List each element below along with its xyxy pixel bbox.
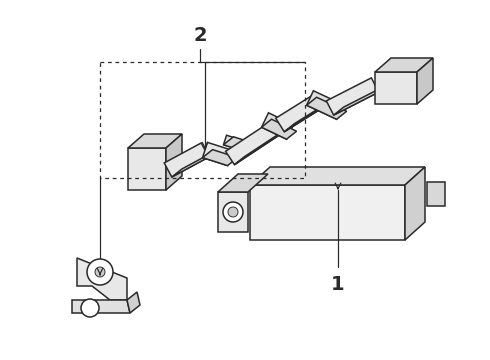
Polygon shape — [326, 78, 379, 115]
Polygon shape — [375, 72, 417, 104]
Polygon shape — [202, 143, 232, 166]
Polygon shape — [128, 148, 166, 190]
Polygon shape — [128, 134, 182, 148]
Circle shape — [228, 207, 238, 217]
Polygon shape — [223, 135, 251, 153]
Polygon shape — [77, 258, 127, 300]
Polygon shape — [262, 119, 296, 139]
Polygon shape — [218, 174, 268, 192]
Polygon shape — [127, 292, 140, 313]
Polygon shape — [276, 93, 324, 132]
Text: 1: 1 — [331, 275, 345, 294]
Polygon shape — [250, 167, 425, 185]
Polygon shape — [307, 91, 343, 119]
Polygon shape — [164, 143, 209, 177]
Polygon shape — [307, 97, 346, 119]
Polygon shape — [202, 150, 238, 166]
Polygon shape — [334, 84, 389, 115]
Circle shape — [223, 202, 243, 222]
Polygon shape — [405, 167, 425, 240]
Polygon shape — [427, 182, 445, 206]
Polygon shape — [234, 124, 294, 165]
Polygon shape — [375, 58, 433, 72]
Polygon shape — [172, 149, 219, 177]
Text: 2: 2 — [193, 26, 207, 45]
Circle shape — [81, 299, 99, 317]
Bar — [100, 62, 305, 178]
Circle shape — [95, 267, 105, 277]
Polygon shape — [284, 99, 334, 132]
Polygon shape — [250, 185, 405, 240]
Polygon shape — [417, 58, 433, 104]
Polygon shape — [166, 134, 182, 190]
Polygon shape — [223, 137, 259, 153]
Polygon shape — [218, 192, 248, 232]
Polygon shape — [225, 118, 284, 165]
Polygon shape — [262, 113, 294, 139]
Polygon shape — [72, 300, 130, 313]
Circle shape — [87, 259, 113, 285]
